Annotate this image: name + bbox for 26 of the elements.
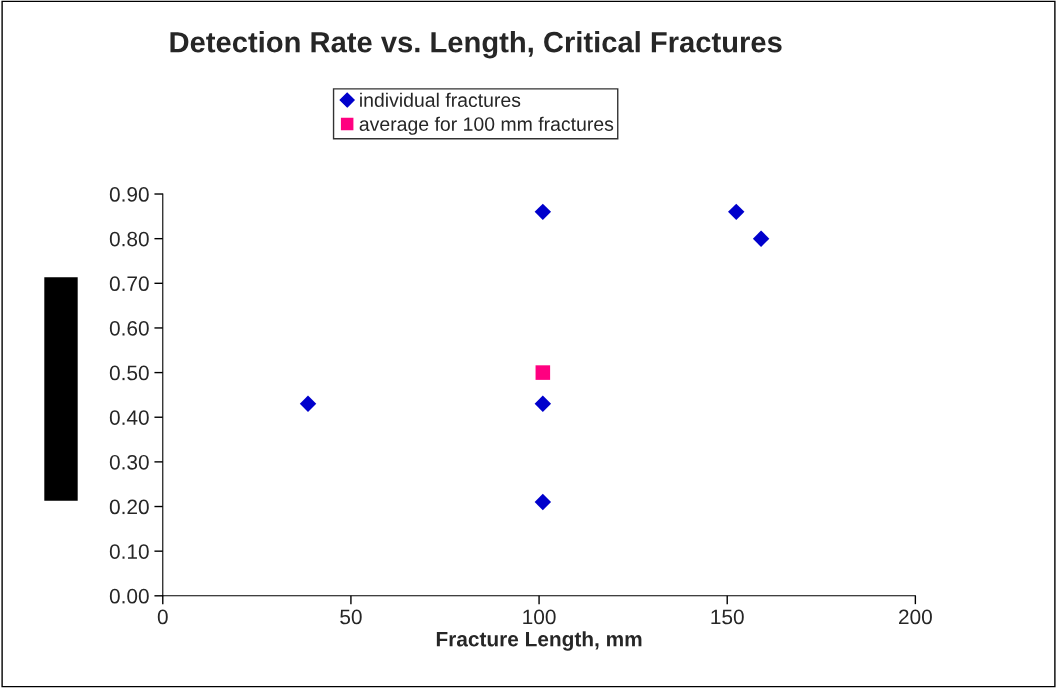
point <box>299 395 317 413</box>
y-tick-label: 0.30 <box>109 454 149 470</box>
point <box>535 365 551 380</box>
y-tick-label: 0.60 <box>109 320 149 336</box>
legend-label: average for 100 mm fractures <box>359 116 614 135</box>
point <box>534 395 552 413</box>
y-tick-label: 0.10 <box>109 544 149 559</box>
x-tick-label: 150 <box>711 609 744 625</box>
y-tick-label: 0.80 <box>109 231 149 247</box>
y-tick-label: 0.90 <box>109 187 149 202</box>
y-tick-label: 0.50 <box>109 365 149 381</box>
x-tick-label: 0 <box>157 609 168 625</box>
point <box>752 230 770 247</box>
y-tick-label: 0.70 <box>109 276 149 292</box>
legend-label: individual fractures <box>360 92 521 108</box>
y-tick-label: 0.20 <box>109 499 149 515</box>
chart-title: Detection Rate vs. Length, Critical Fractures <box>170 31 782 59</box>
x-tick-label: 100 <box>523 609 556 625</box>
point <box>728 203 745 221</box>
point <box>534 203 552 221</box>
x-axis-title: Fracture Length, mm <box>436 631 642 651</box>
y-tick-label: 0.40 <box>109 410 149 425</box>
x-tick-label: 50 <box>340 609 362 625</box>
y-tick-label: 0.00 <box>109 588 149 604</box>
x-tick-label: 200 <box>899 609 932 625</box>
point <box>534 493 552 511</box>
